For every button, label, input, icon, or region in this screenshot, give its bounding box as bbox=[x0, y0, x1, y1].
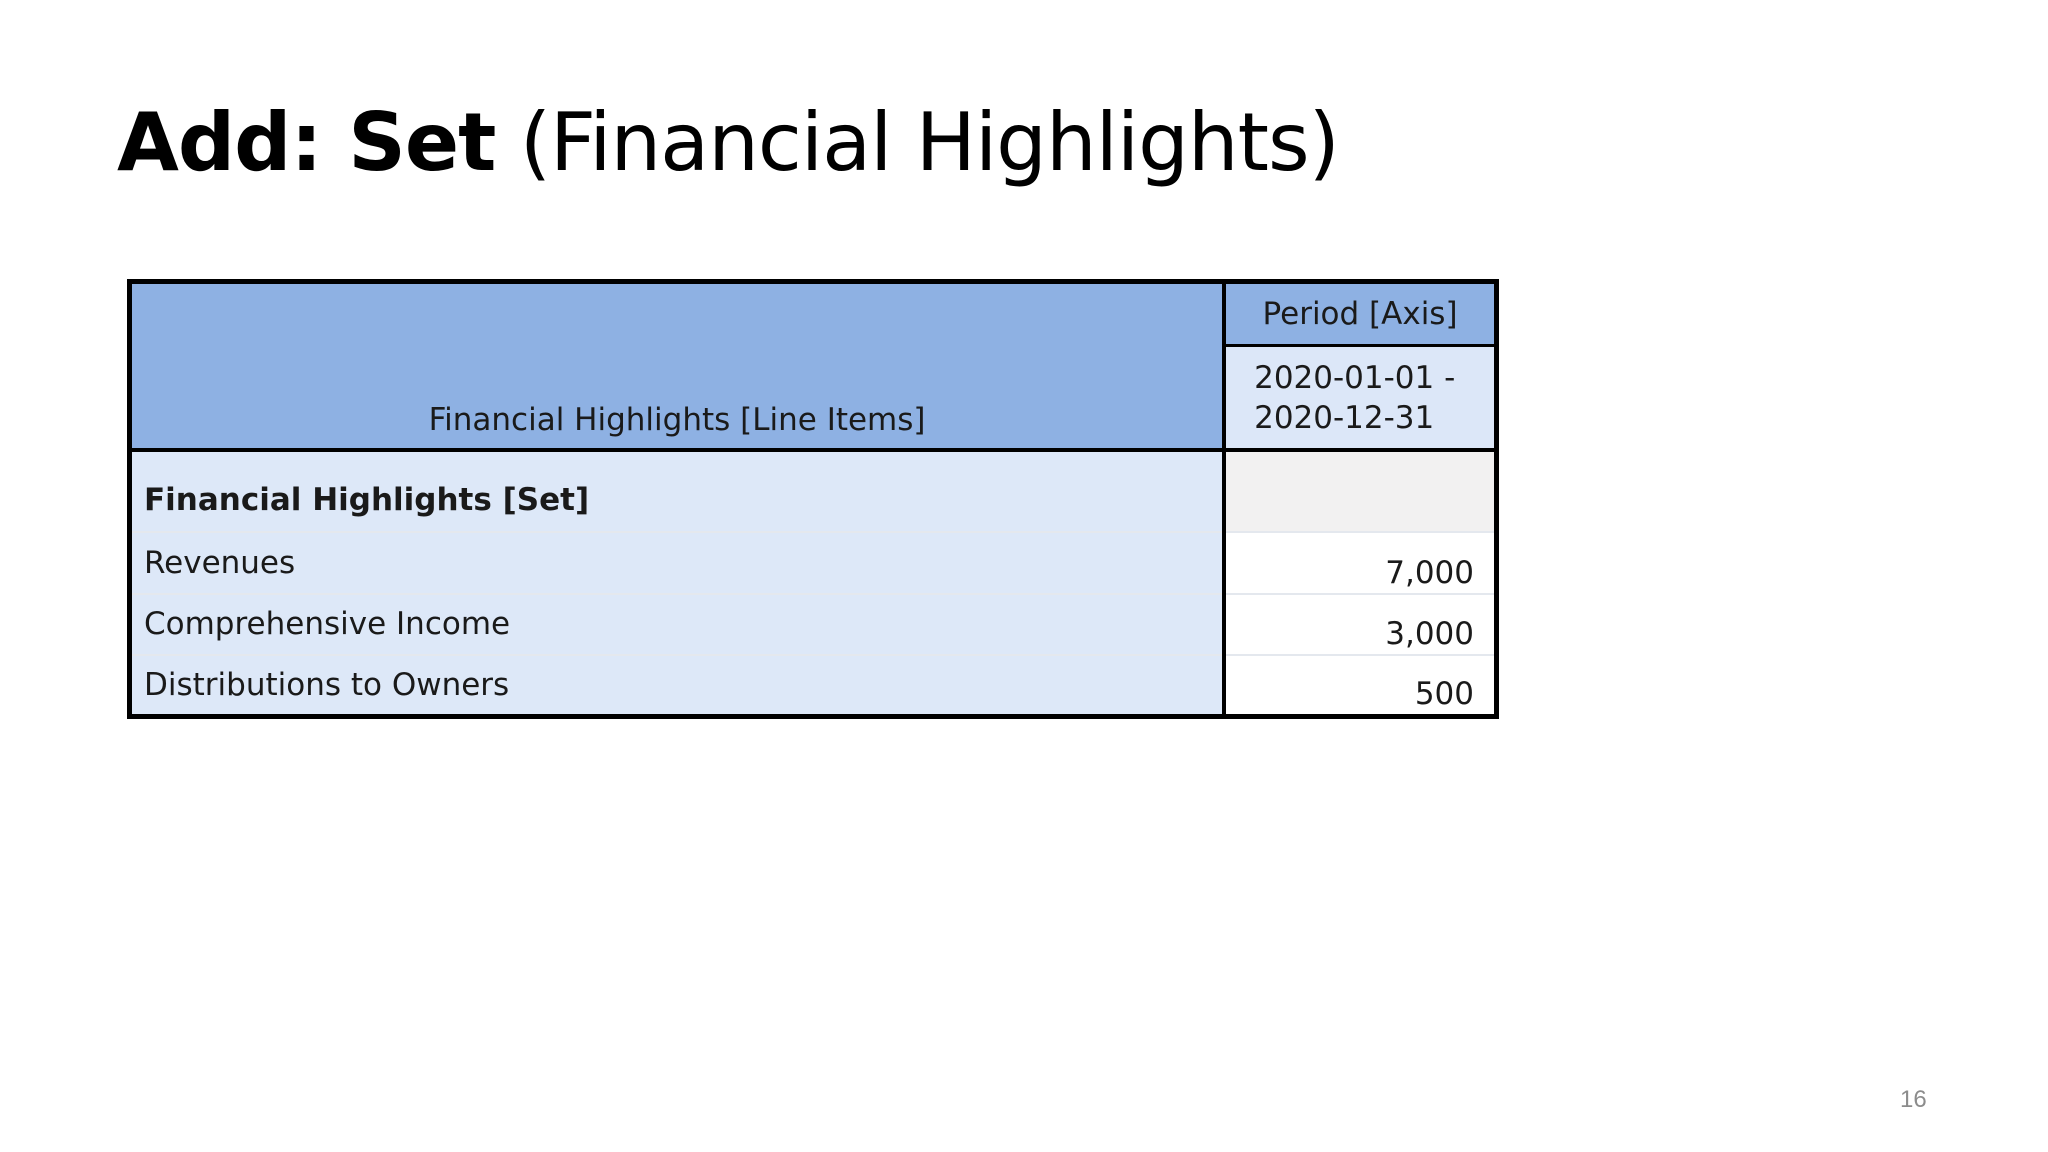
table-row: Revenues 7,000 bbox=[129, 532, 1497, 595]
row-label-revenues: Revenues bbox=[129, 532, 1227, 595]
period-end: 2020-12-31 bbox=[1254, 399, 1435, 436]
set-row: Financial Highlights [Set] bbox=[129, 449, 1497, 534]
slide-title: Add: Set (Financial Highlights) bbox=[117, 88, 1340, 198]
table-header-row: Financial Highlights [Line Items] Period… bbox=[129, 281, 1497, 452]
row-value-comprehensive-income: 3,000 bbox=[1224, 593, 1497, 657]
financial-highlights-table: Financial Highlights [Line Items] Period… bbox=[127, 279, 1499, 719]
set-label: Financial Highlights [Set] bbox=[129, 449, 1227, 534]
table-period-row: 2020-01-01 -2020-12-31 bbox=[130, 345, 1497, 452]
line-items-header: Financial Highlights [Line Items] bbox=[129, 281, 1227, 452]
row-label-distributions: Distributions to Owners bbox=[129, 655, 1227, 717]
period-header: 2020-01-01 -2020-12-31 bbox=[1224, 345, 1497, 452]
page-number: 16 bbox=[1900, 1086, 1927, 1113]
axis-header: Period [Axis] bbox=[1224, 281, 1497, 348]
slide-title-bold: Add: Set bbox=[117, 96, 496, 189]
table-row: Comprehensive Income 3,000 bbox=[129, 593, 1497, 657]
period-start: 2020-01-01 - bbox=[1254, 359, 1456, 396]
table-row: Distributions to Owners 500 bbox=[129, 655, 1497, 717]
row-value-revenues: 7,000 bbox=[1224, 532, 1497, 595]
row-label-comprehensive-income: Comprehensive Income bbox=[129, 593, 1227, 657]
row-value-distributions: 500 bbox=[1224, 655, 1497, 717]
slide-title-rest: (Financial Highlights) bbox=[495, 96, 1340, 189]
set-value-cell bbox=[1224, 449, 1497, 534]
